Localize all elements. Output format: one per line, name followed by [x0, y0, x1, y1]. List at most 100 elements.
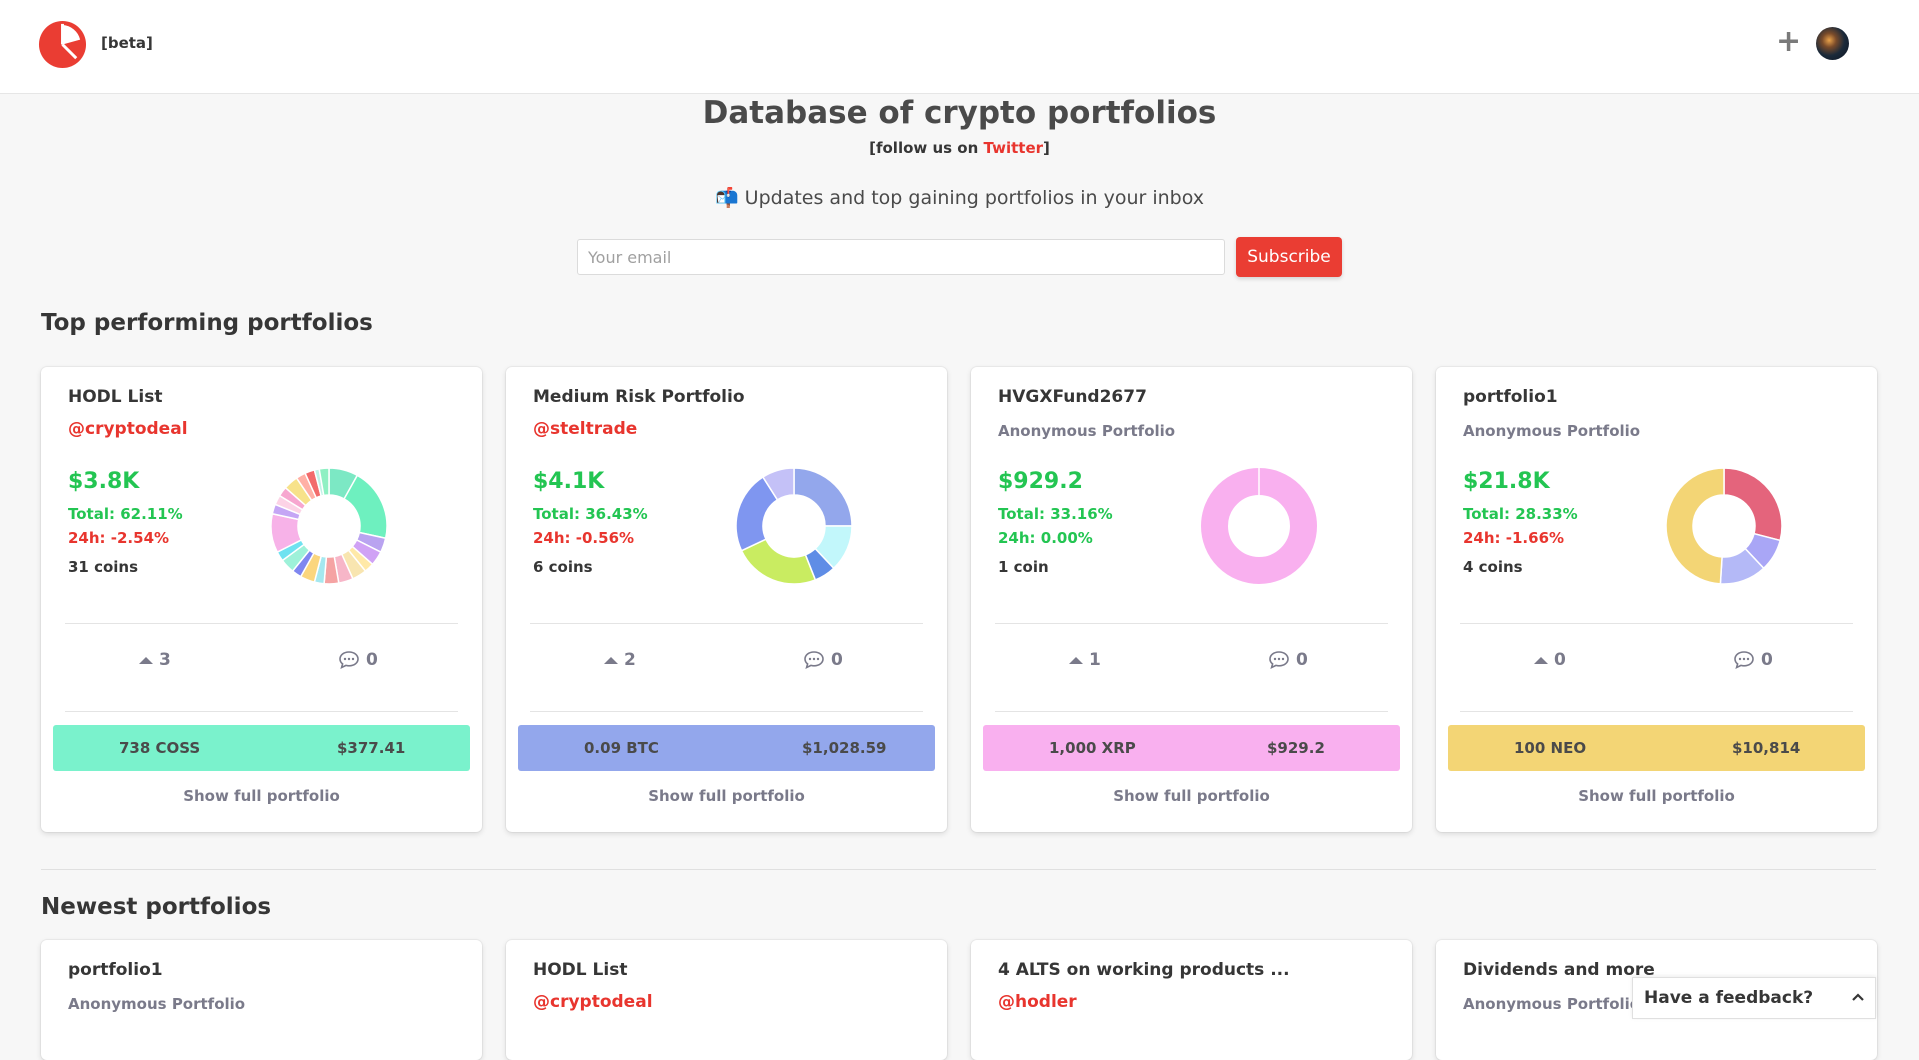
top-holding-bar: 738 COSS $377.41 — [53, 725, 470, 771]
portfolio-name[interactable]: Dividends and more — [1463, 960, 1655, 980]
upvote-icon — [604, 657, 618, 664]
portfolio-value: $929.2 — [998, 469, 1083, 494]
owner-link[interactable]: @cryptodeal — [533, 992, 653, 1012]
upvote-button[interactable]: 0 — [1534, 650, 1566, 670]
feedback-widget[interactable]: Have a feedback? — [1632, 977, 1876, 1019]
allocation-donut-chart — [270, 467, 388, 585]
top-holding-bar: 1,000 XRP $929.2 — [983, 725, 1400, 771]
top-holding-bar: 0.09 BTC $1,028.59 — [518, 725, 935, 771]
comment-count: 0 — [366, 650, 378, 670]
card-divider — [65, 711, 458, 712]
portfolio-name[interactable]: Medium Risk Portfolio — [533, 387, 745, 407]
portfolio-card[interactable]: portfolio1 Anonymous Portfolio — [41, 940, 482, 1060]
upvote-count: 3 — [159, 650, 171, 670]
allocation-donut-chart — [1665, 467, 1783, 585]
twitter-link[interactable]: Twitter — [983, 139, 1044, 157]
show-full-portfolio-link[interactable]: Show full portfolio — [1578, 787, 1735, 805]
owner-link[interactable]: @hodler — [998, 992, 1077, 1012]
show-full-portfolio-link[interactable]: Show full portfolio — [648, 787, 805, 805]
owner-link[interactable]: @cryptodeal — [68, 419, 188, 439]
change-24h: 24h: -1.66% — [1463, 529, 1565, 547]
change-24h: 24h: -2.54% — [68, 529, 170, 547]
anonymous-label: Anonymous Portfolio — [1463, 422, 1641, 440]
upvote-count: 1 — [1089, 650, 1101, 670]
portfolio-card[interactable]: HODL List @cryptodeal — [506, 940, 947, 1060]
coin-count: 1 coin — [998, 558, 1049, 576]
comment-icon — [1734, 651, 1754, 669]
top-holding-value: $377.41 — [337, 739, 406, 757]
beta-label: [beta] — [101, 34, 153, 52]
upvote-count: 0 — [1554, 650, 1566, 670]
top-holding-amount: 0.09 BTC — [584, 739, 659, 757]
portfolio-value: $21.8K — [1463, 469, 1550, 494]
total-change: Total: 36.43% — [533, 505, 648, 523]
newest-portfolios-heading: Newest portfolios — [41, 894, 272, 920]
top-holding-value: $10,814 — [1732, 739, 1801, 757]
top-holding-amount: 738 COSS — [119, 739, 201, 757]
comments-button[interactable]: 0 — [338, 650, 378, 670]
comment-icon — [339, 651, 359, 669]
comment-icon — [1269, 651, 1289, 669]
donut-segment — [1723, 467, 1783, 542]
portfolio-card[interactable]: Medium Risk Portfolio @steltrade $4.1K Tota… — [506, 367, 947, 832]
card-divider — [1460, 711, 1853, 712]
anonymous-label: Anonymous Portfolio — [1463, 995, 1641, 1013]
portfolio-card[interactable]: 4 ALTS on working products ... @hodler — [971, 940, 1412, 1060]
add-portfolio-button[interactable]: + — [1776, 24, 1802, 59]
owner-link[interactable]: @steltrade — [533, 419, 638, 439]
total-change: Total: 28.33% — [1463, 505, 1578, 523]
top-holding-bar: 100 NEO $10,814 — [1448, 725, 1865, 771]
portfolio-card[interactable]: HVGXFund2677 Anonymous Portfolio $929.2 Tot… — [971, 367, 1412, 832]
comments-button[interactable]: 0 — [803, 650, 843, 670]
comment-count: 0 — [1761, 650, 1773, 670]
follow-us-text: [follow us on Twitter] — [0, 139, 1919, 157]
top-holding-amount: 100 NEO — [1514, 739, 1587, 757]
portfolio-name[interactable]: HVGXFund2677 — [998, 387, 1147, 407]
allocation-donut-chart — [735, 467, 853, 585]
upvote-button[interactable]: 2 — [604, 650, 636, 670]
show-full-portfolio-link[interactable]: Show full portfolio — [183, 787, 340, 805]
navbar: [beta] + — [0, 0, 1919, 94]
comments-button[interactable]: 0 — [1268, 650, 1308, 670]
coin-count: 6 coins — [533, 558, 593, 576]
upvote-button[interactable]: 3 — [139, 650, 171, 670]
upvote-button[interactable]: 1 — [1069, 650, 1101, 670]
page-title: Database of crypto portfolios — [702, 95, 1217, 131]
upvote-icon — [139, 657, 153, 664]
top-holding-value: $929.2 — [1267, 739, 1325, 757]
follow-prefix: [follow us on — [869, 139, 984, 157]
portfolio-name[interactable]: portfolio1 — [68, 960, 163, 980]
top-holding-value: $1,028.59 — [802, 739, 887, 757]
subscribe-button[interactable]: Subscribe — [1236, 237, 1342, 277]
portfolio-name[interactable]: HODL List — [68, 387, 163, 407]
email-input[interactable] — [577, 239, 1225, 275]
card-divider — [1460, 623, 1853, 624]
coin-count: 4 coins — [1463, 558, 1523, 576]
newsletter-tagline: 📬 Updates and top gaining portfolios in … — [714, 187, 1205, 209]
card-divider — [65, 623, 458, 624]
chevron-up-icon — [1852, 993, 1864, 1001]
show-full-portfolio-link[interactable]: Show full portfolio — [1113, 787, 1270, 805]
change-24h: 24h: -0.56% — [533, 529, 635, 547]
card-divider — [530, 711, 923, 712]
top-portfolios-heading: Top performing portfolios — [41, 310, 373, 336]
comments-button[interactable]: 0 — [1733, 650, 1773, 670]
comment-icon — [804, 651, 824, 669]
total-change: Total: 33.16% — [998, 505, 1113, 523]
card-divider — [530, 623, 923, 624]
user-avatar[interactable] — [1816, 27, 1849, 60]
section-divider — [41, 869, 1876, 870]
portfolio-card[interactable]: portfolio1 Anonymous Portfolio $21.8K Total… — [1436, 367, 1877, 832]
portfolio-name[interactable]: portfolio1 — [1463, 387, 1558, 407]
donut-segment — [793, 467, 853, 527]
feedback-label: Have a feedback? — [1644, 988, 1814, 1008]
logo-icon[interactable] — [38, 20, 87, 69]
portfolio-name[interactable]: 4 ALTS on working products ... — [998, 960, 1290, 980]
comment-count: 0 — [831, 650, 843, 670]
portfolio-name[interactable]: HODL List — [533, 960, 628, 980]
total-change: Total: 62.11% — [68, 505, 183, 523]
portfolio-card[interactable]: HODL List @cryptodeal $3.8K Total: 62.11% 24… — [41, 367, 482, 832]
coin-count: 31 coins — [68, 558, 139, 576]
donut-segment — [318, 467, 330, 497]
upvote-icon — [1069, 657, 1083, 664]
